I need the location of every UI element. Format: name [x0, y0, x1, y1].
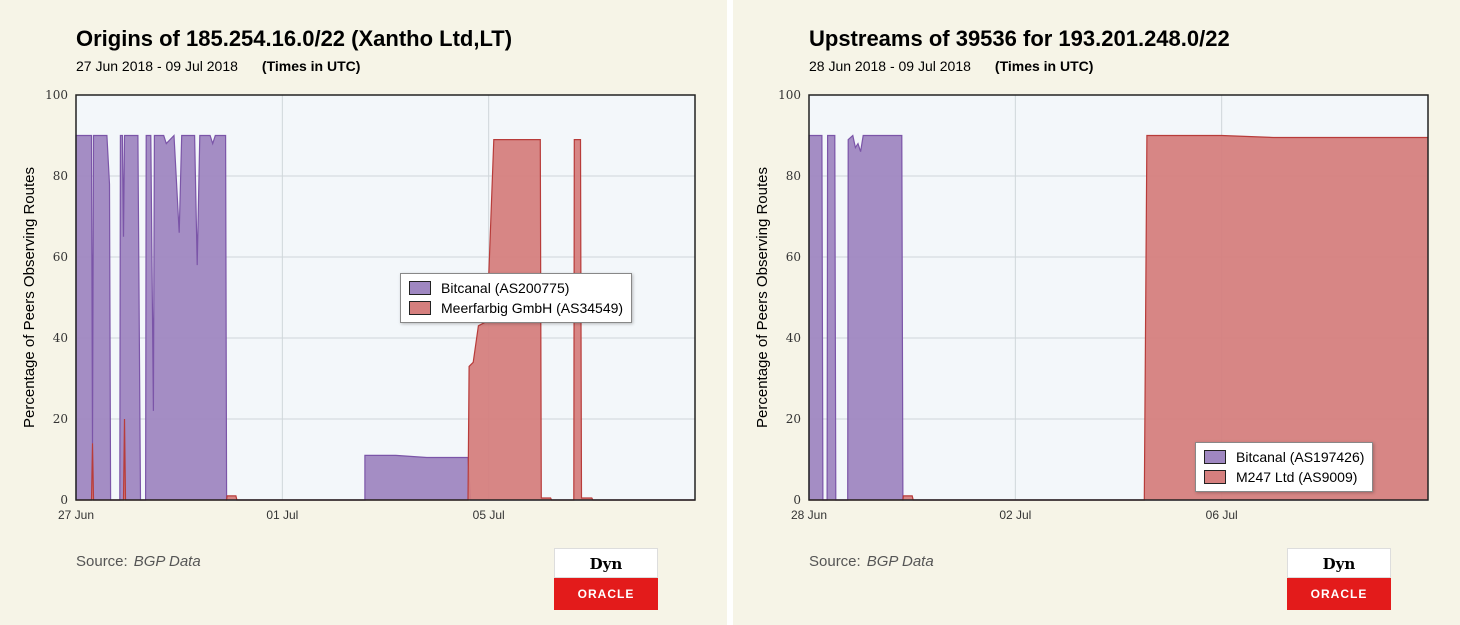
legend-label: Bitcanal (AS197426)	[1236, 449, 1365, 465]
source-note: Source: BGP Data	[809, 553, 934, 570]
timezone-note: (Times in UTC)	[994, 58, 1094, 74]
plot-border	[808, 94, 1429, 501]
y-axis-label: Percentage of Peers Observing Routes	[21, 167, 38, 428]
y-tick-label: 60	[786, 250, 801, 264]
y-tick-label: 60	[53, 250, 68, 264]
oracle-logo-text: ORACLE	[1287, 578, 1391, 610]
y-tick-label: 40	[53, 331, 68, 345]
x-tick-label: 27 Jun	[58, 508, 94, 522]
series-area	[809, 135, 1428, 500]
chart-panel-origins: Origins of 185.254.16.0/22 (Xantho Ltd,L…	[0, 0, 727, 625]
y-tick-label: 100	[45, 88, 68, 102]
date-range: 28 Jun 2018 - 09 Jul 2018	[809, 58, 971, 74]
chart-title: Origins of 185.254.16.0/22 (Xantho Ltd,L…	[76, 26, 513, 51]
dyn-logo-text: Dyn	[1287, 548, 1391, 578]
chart-subtitle: 28 Jun 2018 - 09 Jul 2018 (Times in UTC)	[809, 58, 1093, 74]
y-tick-label: 80	[786, 169, 801, 183]
y-tick-label: 0	[793, 493, 801, 507]
source-label: Source:	[809, 553, 861, 570]
panel-divider	[727, 0, 733, 625]
y-tick-label: 100	[778, 88, 801, 102]
chart-panel-upstreams: Upstreams of 39536 for 193.201.248.0/22 …	[733, 0, 1460, 625]
x-tick-label: 02 Jul	[999, 508, 1031, 522]
dyn-oracle-logo: Dyn ORACLE	[554, 548, 658, 610]
legend-swatch	[409, 301, 431, 315]
plot-border	[75, 94, 696, 501]
chart-title: Upstreams of 39536 for 193.201.248.0/22	[809, 26, 1230, 51]
chart-legend: Bitcanal (AS200775) Meerfarbig GmbH (AS34…	[400, 273, 633, 323]
x-tick-label: 28 Jun	[791, 508, 827, 522]
series-line	[808, 134, 1428, 501]
legend-item: Meerfarbig GmbH (AS34549)	[409, 298, 623, 318]
y-tick-label: 0	[60, 493, 68, 507]
date-range: 27 Jun 2018 - 09 Jul 2018	[76, 58, 238, 74]
source-label: Source:	[76, 553, 128, 570]
source-note: Source: BGP Data	[76, 553, 201, 570]
source-name: BGP Data	[866, 553, 934, 570]
x-tick-label: 05 Jul	[473, 508, 505, 522]
legend-label: M247 Ltd (AS9009)	[1236, 469, 1358, 485]
area-chart-upstreams: 0 20 40 60 80 100 28 Jun 02 Jul 06 Jul Percentage…	[754, 88, 1429, 522]
series-line	[76, 138, 695, 501]
legend-swatch	[1204, 450, 1226, 464]
y-tick-label: 20	[786, 412, 801, 426]
legend-item: Bitcanal (AS200775)	[409, 278, 623, 298]
y-tick-label: 20	[53, 412, 68, 426]
oracle-logo-text: ORACLE	[554, 578, 658, 610]
source-name: BGP Data	[133, 553, 201, 570]
legend-label: Bitcanal (AS200775)	[441, 280, 570, 296]
y-tick-label: 80	[53, 169, 68, 183]
dyn-logo-text: Dyn	[554, 548, 658, 578]
x-tick-label: 01 Jul	[266, 508, 298, 522]
legend-item: Bitcanal (AS197426)	[1204, 447, 1364, 467]
y-tick-label: 40	[786, 331, 801, 345]
series-area	[809, 135, 1428, 500]
chart-legend: Bitcanal (AS197426) M247 Ltd (AS9009)	[1195, 442, 1374, 492]
x-tick-label: 06 Jul	[1206, 508, 1238, 522]
legend-swatch	[409, 281, 431, 295]
y-axis-label: Percentage of Peers Observing Routes	[754, 167, 771, 428]
timezone-note: (Times in UTC)	[261, 58, 361, 74]
legend-swatch	[1204, 470, 1226, 484]
chart-subtitle: 27 Jun 2018 - 09 Jul 2018 (Times in UTC)	[76, 58, 360, 74]
legend-label: Meerfarbig GmbH (AS34549)	[441, 300, 624, 316]
dyn-oracle-logo: Dyn ORACLE	[1287, 548, 1391, 610]
legend-item: M247 Ltd (AS9009)	[1204, 467, 1364, 487]
